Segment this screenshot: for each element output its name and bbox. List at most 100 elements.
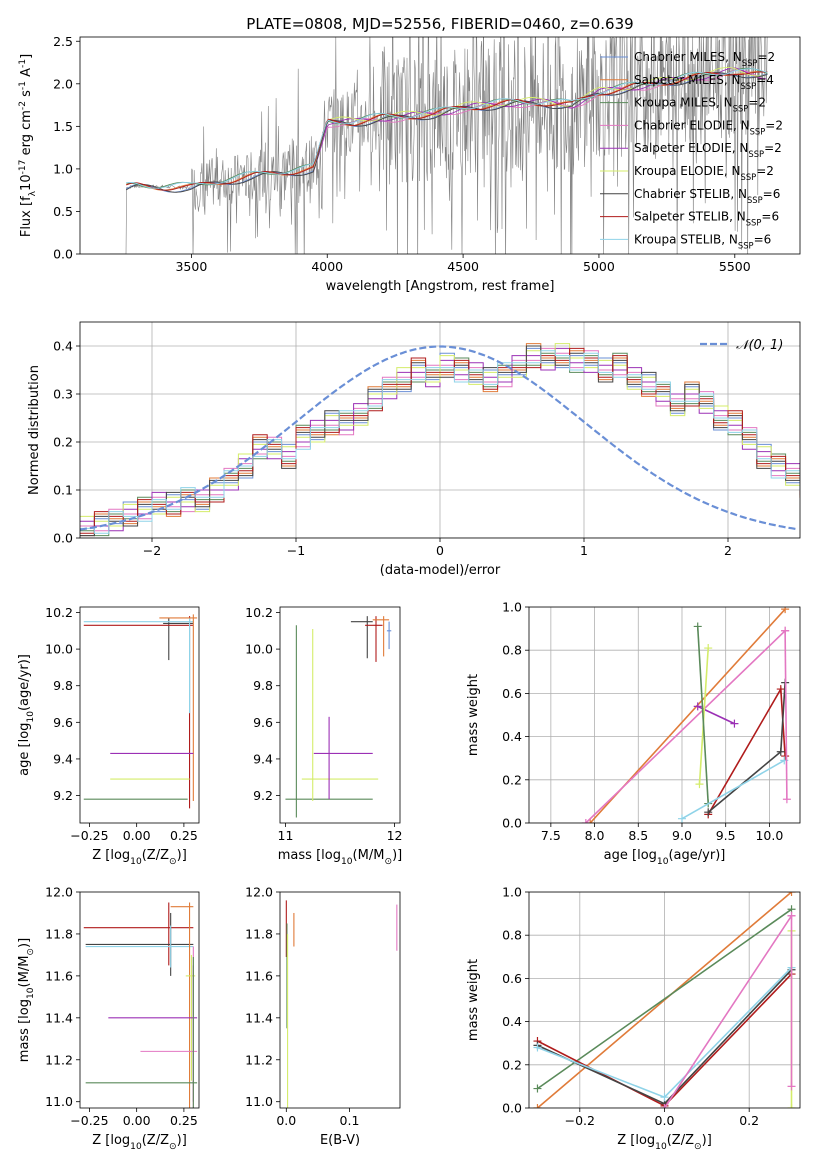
y-tick-label: 0.6 [502, 971, 522, 986]
y-tick-label: 9.2 [53, 788, 73, 803]
x-axis-label: age [log10(age/yr)] [604, 848, 726, 867]
chart-mass_vs_EBV: 0.0 0.1 11.0 11.2 11.4 11.6 11.8 12.0 E(B-V) [245, 885, 401, 1148]
weight-marker [693, 702, 702, 711]
weight-marker [787, 892, 796, 896]
legend-label-7: Salpeter STELIB, NSSP=6 [634, 210, 779, 228]
x-tick-label: −0.25 [70, 828, 108, 843]
weight-line-4 [696, 626, 709, 804]
x-tick-label: 9.5 [716, 828, 736, 843]
weight-marker [730, 719, 739, 728]
y-tick-label: 1.0 [53, 161, 73, 176]
y-tick-label: 1.0 [502, 600, 522, 615]
y-tick-label: 9.4 [253, 751, 273, 766]
x-tick-label: 0.0 [655, 1113, 675, 1128]
weight-marker [693, 622, 702, 631]
chart-age_vs_Z: −0.25 0.00 0.25 9.2 9.4 9.6 9.8 10.0 10.2 Z [log1… [17, 605, 200, 867]
x-axis-label: E(B-V) [320, 1133, 360, 1148]
weight-marker [781, 607, 790, 614]
x-tick-label: 0 [436, 543, 444, 558]
y-tick-label: 0.6 [502, 686, 522, 701]
x-tick-label: 12 [387, 828, 403, 843]
weight-marker [533, 1043, 542, 1052]
x-tick-label: 0.25 [170, 828, 198, 843]
weight-marker [776, 747, 785, 756]
weight-marker [704, 644, 713, 653]
x-tick-label: 9.0 [672, 828, 692, 843]
x-tick-label: 0.00 [123, 828, 151, 843]
chart-age_vs_mass: 11 12 9.2 9.4 9.6 9.8 10.0 10.2 mass [log10(M/M⊙… [245, 605, 402, 867]
x-tick-label: −0.2 [565, 1113, 595, 1128]
chart-spectrum: Chabrier MILES, NSSP=2 Salpeter MILES, NS… [18, 34, 801, 294]
y-tick-label: 0.8 [502, 643, 522, 658]
weight-line-1 [585, 630, 786, 823]
x-tick-label: 4500 [447, 259, 479, 274]
weight-marker [533, 1084, 542, 1093]
y-tick-label: 2.5 [53, 34, 73, 49]
y-tick-label: 10.2 [45, 605, 73, 620]
y-tick-label: 0.0 [502, 1101, 522, 1116]
x-tick-label: 7.5 [541, 828, 561, 843]
x-tick-label: 0.1 [340, 1113, 360, 1128]
figure-title: PLATE=0808, MJD=52556, FIBERID=0460, z=0… [246, 15, 633, 33]
x-tick-label: −0.25 [70, 1113, 108, 1128]
weight-marker [782, 795, 791, 804]
plot-area [529, 892, 800, 1108]
weight-marker [787, 1104, 796, 1108]
weight-line-5 [707, 686, 786, 815]
y-tick-label: 12.0 [245, 885, 273, 900]
y-tick-label: 11.6 [245, 968, 273, 983]
y-tick-label: 0.0 [502, 816, 522, 831]
chart-weight_vs_Z: −0.2 0.0 0.2 0.0 0.2 0.4 0.6 0.8 1.0 Z [log10(Z/Z… [466, 885, 801, 1152]
x-axis-label: (data-model)/error [380, 563, 501, 578]
plot-area [285, 900, 398, 1108]
legend-label: 𝒩(0, 1) [736, 338, 783, 353]
y-tick-label: 9.6 [53, 715, 73, 730]
legend-label-8: Kroupa STELIB, NSSP=6 [634, 232, 771, 250]
y-tick-label: 11.8 [245, 926, 273, 941]
histogram-5 [80, 343, 800, 527]
x-axis-label: Z [log10(Z/Z⊙)] [92, 848, 187, 867]
y-tick-label: 10.0 [45, 642, 73, 657]
y-axis-label: Normed distribution [27, 365, 42, 495]
y-tick-label: 9.8 [53, 678, 73, 693]
axes-frame [79, 606, 200, 824]
y-tick-label: 12.0 [45, 885, 73, 900]
y-tick-label: 11.6 [45, 968, 73, 983]
axes-frame [528, 606, 801, 824]
y-tick-label: 0.8 [502, 928, 522, 943]
plot-area [83, 902, 198, 1108]
axes-frame [79, 36, 801, 255]
histogram-6 [80, 345, 800, 537]
chart-weight_vs_age: 7.5 8.0 8.5 9.0 9.5 10.0 0.0 0.2 0.4 0.6 0.8 1.0 age… [466, 600, 801, 867]
y-tick-label: 0.5 [53, 204, 73, 219]
y-axis-label: age [log10(age/yr)] [17, 654, 36, 776]
y-tick-label: 11.2 [245, 1052, 273, 1067]
x-tick-label: 8.5 [628, 828, 648, 843]
x-tick-label: 0.00 [123, 1113, 151, 1128]
gaussian-curve [80, 345, 798, 531]
x-tick-label: 3500 [175, 259, 207, 274]
axes-frame [279, 606, 401, 824]
y-tick-label: 11.8 [45, 926, 73, 941]
y-tick-label: 0.0 [53, 247, 73, 262]
histogram-2 [80, 352, 800, 537]
x-tick-label: 1 [580, 543, 588, 558]
model-line-3 [313, 69, 766, 171]
y-tick-label: 9.8 [253, 678, 273, 693]
x-tick-label: 10.0 [755, 828, 783, 843]
observed-spectrum-line [109, 37, 768, 254]
weight-marker [781, 626, 790, 635]
plot-area [80, 322, 800, 538]
x-tick-label: 5500 [719, 259, 751, 274]
legend-label-3: Chabrier ELODIE, NSSP=2 [634, 118, 783, 136]
weight-line-1 [537, 908, 792, 1090]
histogram-7 [80, 347, 800, 534]
y-tick-label: 2.0 [53, 76, 73, 91]
x-tick-label: 5000 [583, 259, 615, 274]
y-tick-label: 11.0 [245, 1094, 273, 1109]
weight-line-8 [784, 630, 788, 800]
legend-label-4: Salpeter ELODIE, NSSP=2 [634, 141, 782, 159]
x-tick-label: 0.25 [170, 1113, 198, 1128]
y-tick-label: 0.4 [502, 1014, 522, 1029]
